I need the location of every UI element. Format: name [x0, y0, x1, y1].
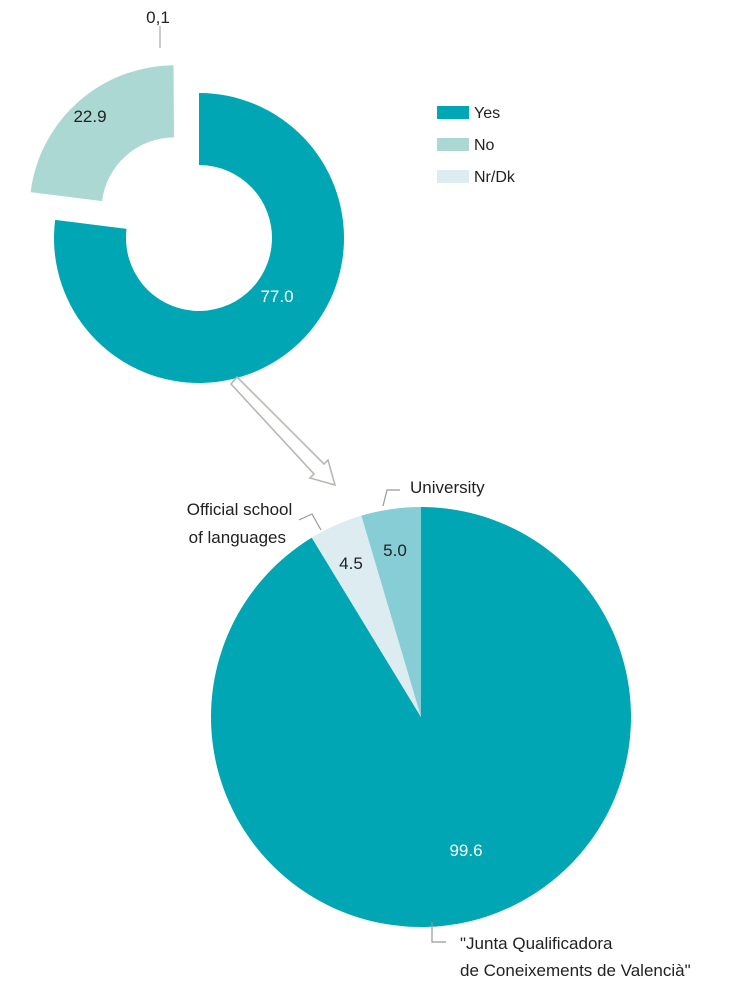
legend-swatch-nrdk — [437, 170, 469, 183]
connector-arrow — [229, 375, 337, 487]
pie-value-junta: 99.6 — [449, 841, 482, 860]
leader-official — [298, 513, 322, 531]
pie-value-university: 5.0 — [383, 541, 407, 560]
legend-swatch-yes — [437, 106, 469, 119]
legend-label-no: No — [474, 137, 495, 154]
legend-swatch-no — [437, 138, 469, 151]
pie-label-official-line1: Official school — [187, 500, 293, 519]
leader-junta — [431, 922, 446, 943]
donut-slice-no — [30, 65, 174, 202]
pie-label-junta-line1: "Junta Qualificadora — [460, 934, 613, 953]
pie-label-university: University — [410, 478, 485, 497]
donut-value-yes: 77.0 — [260, 287, 293, 306]
pie-slice-university — [361, 507, 421, 717]
pie-label-official: Official school of languages — [187, 500, 297, 547]
donut-value-no: 22.9 — [73, 107, 106, 126]
pie-label-official-line2: of languages — [189, 528, 286, 547]
legend-label-yes: Yes — [474, 105, 500, 122]
leader-university — [382, 489, 400, 507]
donut-value-nrdk: 0,1 — [146, 8, 170, 27]
pie-label-junta: "Junta Qualificadora de Coneixements de … — [460, 934, 691, 980]
donut-slice-yes — [53, 93, 345, 384]
pie-value-official: 4.5 — [339, 554, 363, 573]
legend: Yes No Nr/Dk — [437, 105, 516, 186]
pie-label-junta-line2: de Coneixements de Valencià" — [460, 961, 691, 980]
pie-slice-official — [311, 515, 421, 717]
legend-label-nrdk: Nr/Dk — [474, 169, 516, 186]
